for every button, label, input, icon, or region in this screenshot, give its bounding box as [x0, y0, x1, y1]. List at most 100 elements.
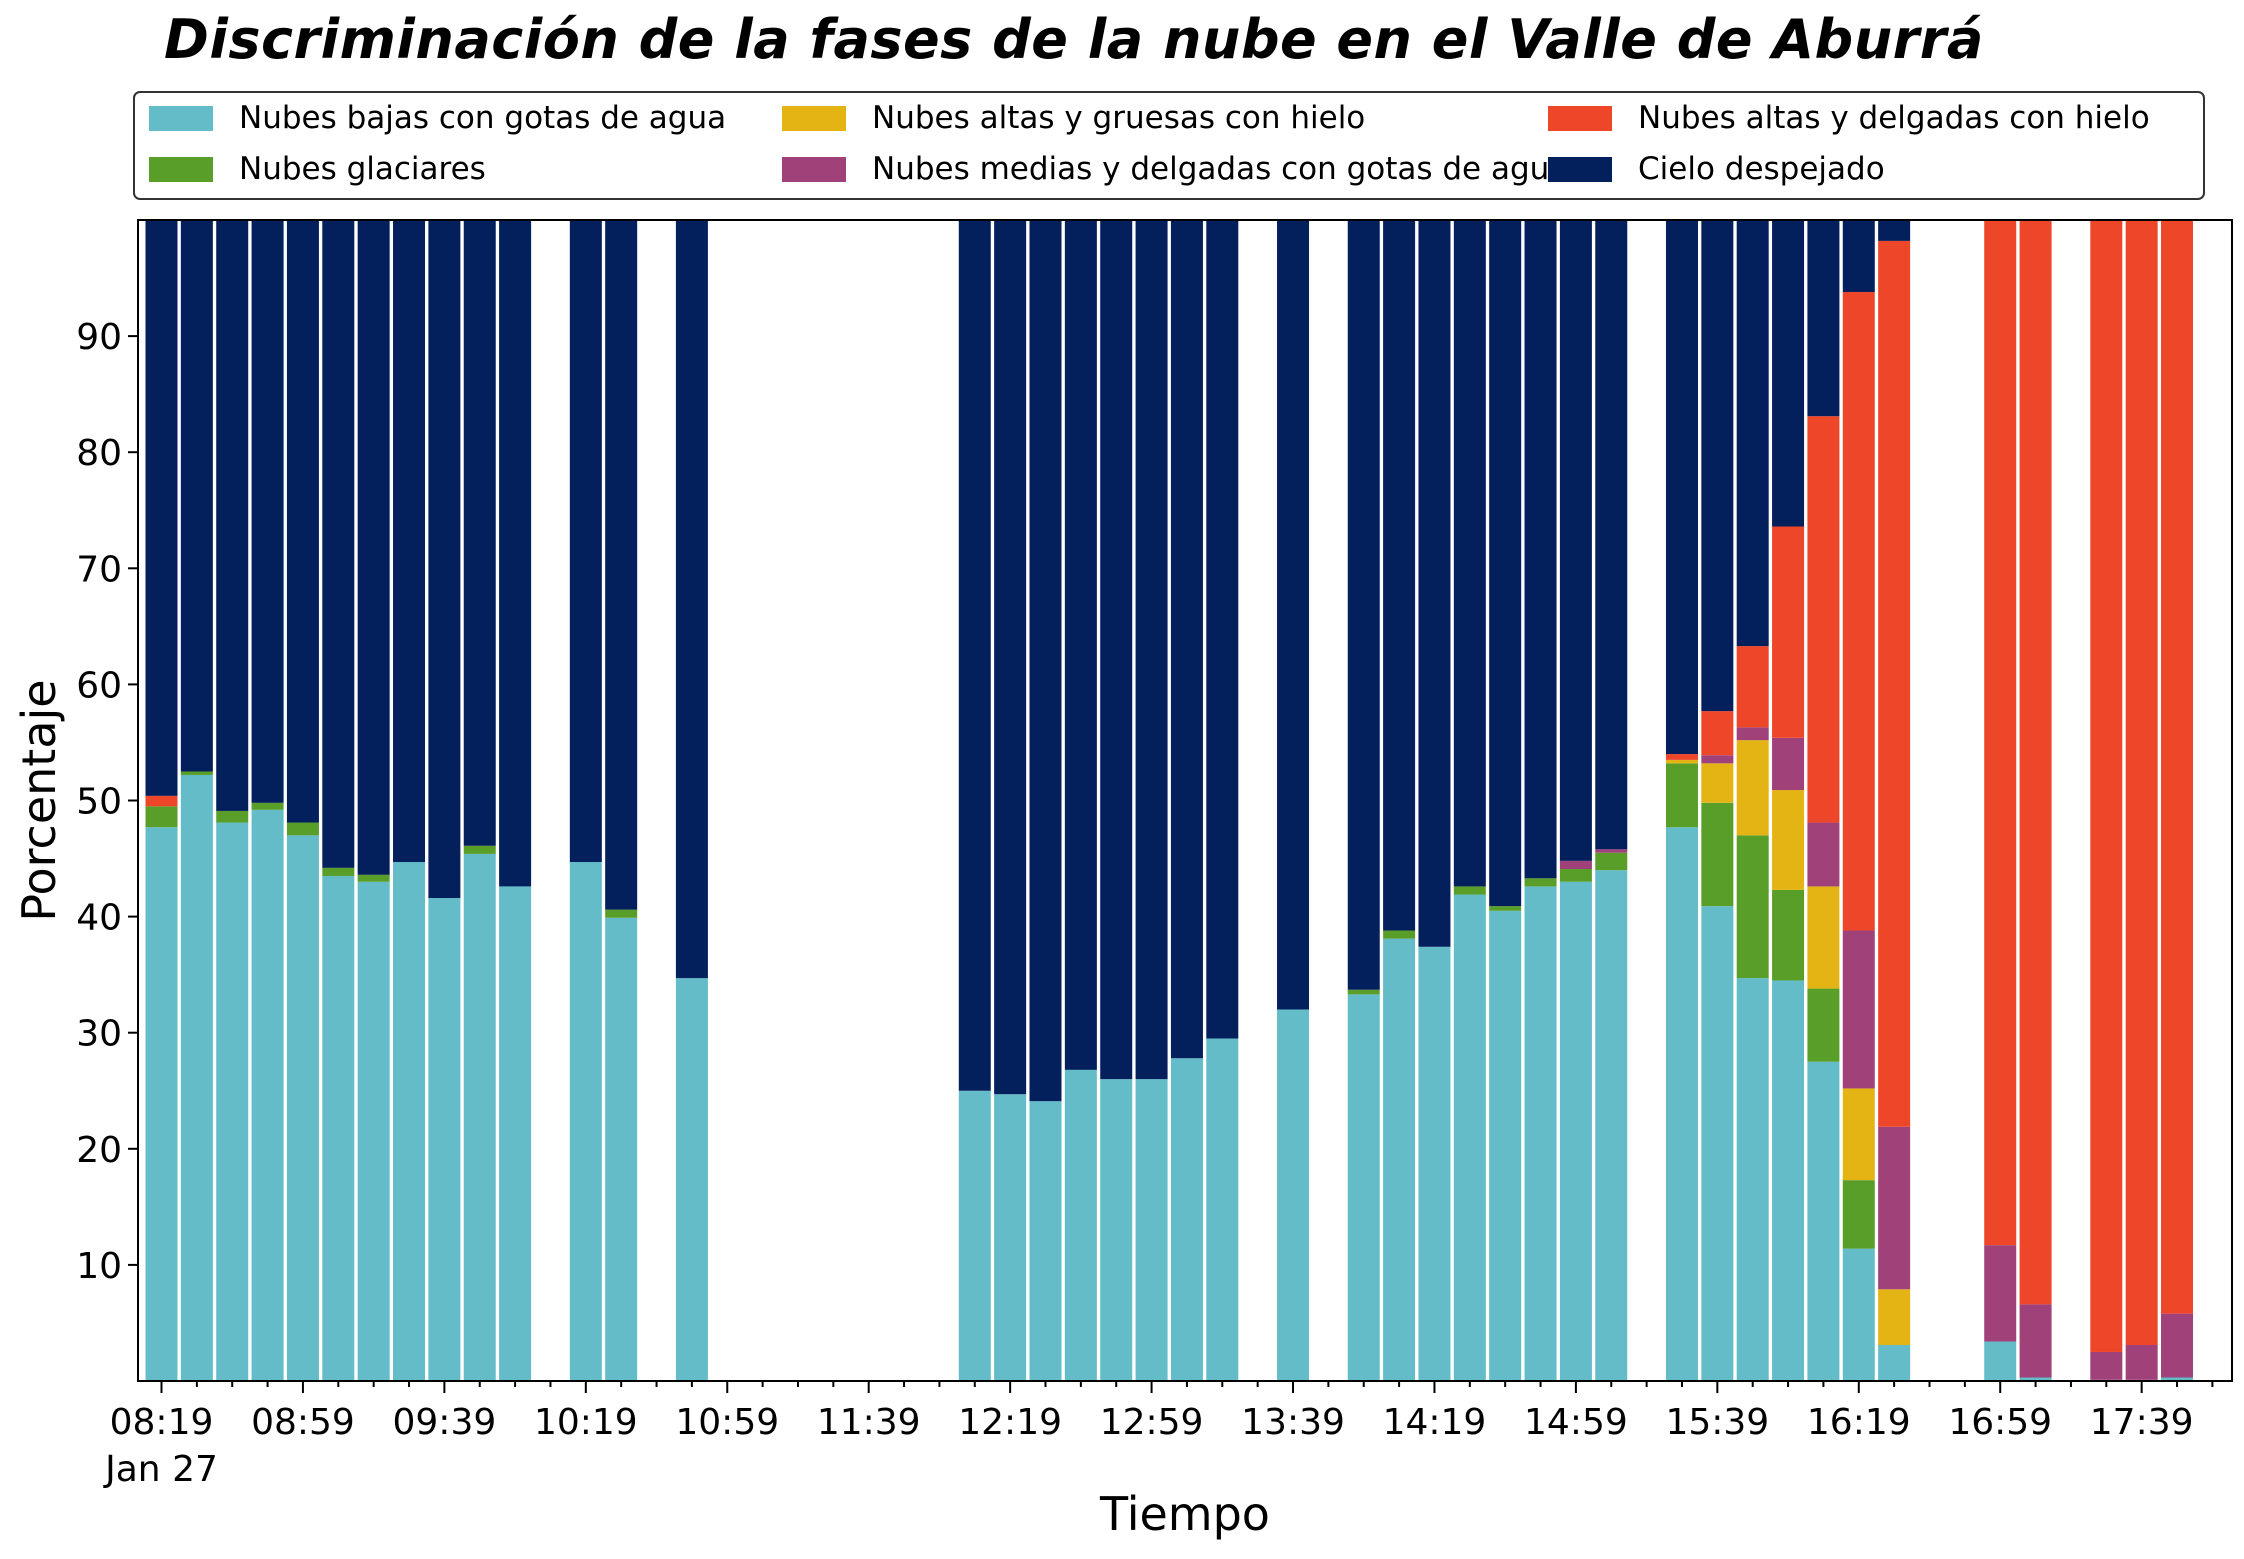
- y-axis: 10 20 30 40 50 60 70 80 90: [76, 317, 138, 1287]
- bar-segment: [1842, 930, 1875, 1089]
- bar-segment: [569, 220, 602, 863]
- x-tick-label: 12:59: [1100, 1402, 1204, 1443]
- bar-segment: [994, 1094, 1027, 1381]
- bar-segment: [1595, 852, 1628, 871]
- bar-segment: [1418, 946, 1451, 1381]
- bar-segment: [1665, 827, 1698, 1381]
- bar-segment: [1878, 1126, 1911, 1290]
- bar-segment: [1842, 1180, 1875, 1249]
- legend-swatch: [149, 105, 213, 131]
- bar-segment: [1665, 759, 1698, 764]
- bar-segment: [251, 220, 284, 803]
- bar-segment: [1772, 526, 1805, 738]
- bar-segment: [1524, 886, 1557, 1381]
- x-tick-label: 08:59: [251, 1402, 355, 1443]
- bar-segment: [2161, 220, 2194, 1314]
- legend-label: Nubes altas y delgadas con hielo: [1638, 100, 2150, 136]
- bar-segment: [1772, 737, 1805, 791]
- legend-item: Nubes altas y delgadas con hielo: [1548, 98, 2150, 138]
- bar-segment: [2090, 220, 2123, 1352]
- bar-segment: [251, 809, 284, 1381]
- bar-segment: [180, 774, 213, 1381]
- bar-segment: [357, 220, 390, 875]
- y-tick-label: 70: [76, 549, 122, 590]
- y-axis-label: Porcentaje: [12, 679, 66, 921]
- bar-segment: [1064, 220, 1097, 1070]
- x-tick-label: 15:39: [1665, 1402, 1769, 1443]
- bar-segment: [1383, 220, 1416, 931]
- bar-segment: [463, 220, 496, 846]
- bar-segment: [1559, 881, 1592, 1381]
- bar-segment: [322, 220, 355, 868]
- bar-segment: [1807, 220, 1840, 417]
- bar-segment: [2161, 1313, 2194, 1378]
- bar-segment: [2019, 220, 2052, 1305]
- bar-segment: [1135, 1079, 1168, 1381]
- bar-segment: [2161, 1377, 2194, 1381]
- bar-segment: [322, 867, 355, 876]
- legend-item: Cielo despejado: [1548, 149, 1885, 189]
- bar-segment: [2125, 1345, 2158, 1380]
- bar-segment: [1453, 886, 1486, 895]
- bar-segment: [1807, 886, 1840, 989]
- bar-segment: [145, 220, 178, 796]
- bar-segment: [180, 220, 213, 772]
- legend-swatch: [782, 105, 846, 131]
- bar-segment: [393, 220, 426, 863]
- bar-segment: [145, 827, 178, 1381]
- bar-segment: [1665, 220, 1698, 755]
- legend-label: Nubes medias y delgadas con gotas de agu…: [872, 151, 1569, 187]
- bar-segment: [1842, 1088, 1875, 1181]
- bar-segment: [1595, 870, 1628, 1381]
- bar-segment: [958, 1090, 991, 1381]
- bar-segment: [428, 898, 461, 1381]
- bar-segment: [1984, 1341, 2017, 1381]
- bar-segment: [1029, 1101, 1062, 1381]
- bar-segment: [499, 220, 532, 887]
- bar-segment: [1595, 220, 1628, 850]
- x-tick-label: 13:39: [1241, 1402, 1345, 1443]
- x-tick-label: 12:19: [958, 1402, 1062, 1443]
- x-tick-label: 09:39: [393, 1402, 497, 1443]
- bar-segment: [1772, 790, 1805, 890]
- bar-segment: [1383, 938, 1416, 1381]
- bar-segment: [605, 909, 638, 918]
- x-tick-label: 11:39: [817, 1402, 921, 1443]
- bar-segment: [393, 862, 426, 1381]
- x-tick-label: 17:39: [2090, 1402, 2194, 1443]
- y-tick-label: 90: [76, 317, 122, 358]
- bar-segment: [1878, 1289, 1911, 1346]
- bar-segment: [1842, 1248, 1875, 1381]
- x-tick-label: 10:59: [675, 1402, 779, 1443]
- bar-segment: [1206, 1038, 1239, 1381]
- bar-segment: [2019, 1304, 2052, 1378]
- y-tick-label: 20: [76, 1130, 122, 1171]
- bar-segment: [2090, 1351, 2123, 1380]
- x-tick-label: 16:19: [1807, 1402, 1911, 1443]
- bar-segment: [1701, 755, 1734, 764]
- x-tick-label: 14:19: [1383, 1402, 1487, 1443]
- bar-segment: [1807, 416, 1840, 823]
- legend-item: Nubes altas y gruesas con hielo: [782, 98, 1365, 138]
- bar-segment: [1878, 240, 1911, 1127]
- bar-segment: [675, 220, 708, 979]
- bar-segment: [1736, 220, 1769, 647]
- bar-segment: [1453, 220, 1486, 887]
- x-tick-label: 14:59: [1524, 1402, 1628, 1443]
- legend-item: Nubes medias y delgadas con gotas de agu…: [782, 149, 1568, 189]
- bar-segment: [1701, 802, 1734, 907]
- legend-item: Nubes glaciares: [149, 149, 486, 189]
- bar-segment: [1524, 220, 1557, 879]
- legend-item: Nubes bajas con gotas de agua: [149, 98, 726, 138]
- bar-segment: [675, 978, 708, 1381]
- legend-swatch: [782, 156, 846, 182]
- bar-segment: [2019, 1377, 2052, 1381]
- bar-segment: [1524, 878, 1557, 887]
- bar-segment: [1489, 906, 1522, 911]
- bar-segment: [1701, 906, 1734, 1381]
- bar-segment: [1736, 727, 1769, 741]
- y-tick-label: 10: [76, 1246, 122, 1287]
- bar-segment: [463, 853, 496, 1381]
- bar-segment: [1701, 220, 1734, 712]
